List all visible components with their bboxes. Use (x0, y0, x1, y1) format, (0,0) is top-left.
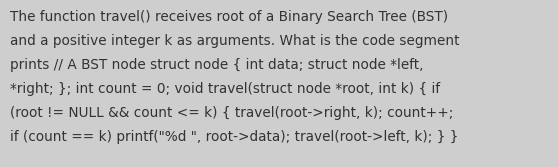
Text: (root != NULL && count <= k) { travel(root->right, k); count++;: (root != NULL && count <= k) { travel(ro… (10, 106, 453, 120)
Text: *right; }; int count = 0; void travel(struct node *root, int k) { if: *right; }; int count = 0; void travel(st… (10, 82, 440, 96)
Text: prints // A BST node struct node { int data; struct node *left,: prints // A BST node struct node { int d… (10, 58, 424, 72)
Text: The function travel() receives root of a Binary Search Tree (BST): The function travel() receives root of a… (10, 10, 448, 24)
Text: and a positive integer k as arguments. What is the code segment: and a positive integer k as arguments. W… (10, 34, 459, 48)
Text: if (count == k) printf("%d ", root->data); travel(root->left, k); } }: if (count == k) printf("%d ", root->data… (10, 130, 458, 144)
